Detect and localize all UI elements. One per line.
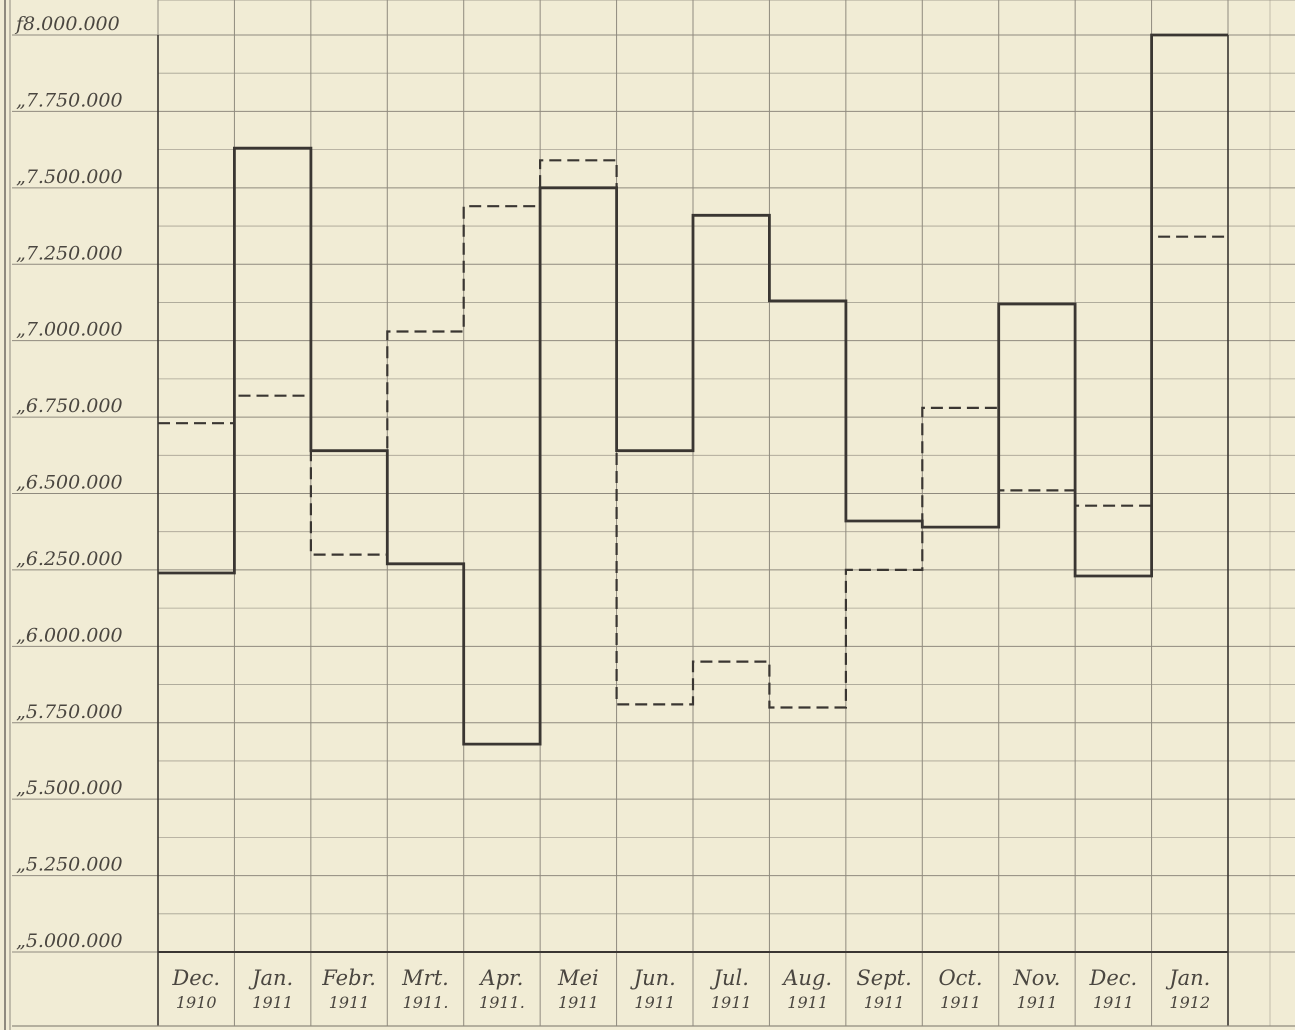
y-tick-label: „7.500.000 <box>16 166 123 188</box>
series-line-solid <box>158 33 1228 746</box>
x-tick-year: 1911 <box>711 993 752 1012</box>
x-tick-year: 1911 <box>634 993 675 1012</box>
x-tick-year: 1912 <box>1169 993 1210 1012</box>
x-tick-year: 1911. <box>479 993 525 1012</box>
x-tick-month: Oct. <box>938 966 982 990</box>
x-tick-month: Mrt. <box>401 966 449 990</box>
y-tick-label: „7.750.000 <box>16 89 123 111</box>
x-tick-month: Aug. <box>781 966 832 990</box>
y-tick-label: „5.500.000 <box>16 777 123 799</box>
x-tick-year: 1911 <box>252 993 293 1012</box>
x-tick-year: 1911 <box>329 993 370 1012</box>
chart-frame <box>4 0 1295 1030</box>
x-tick-year: 1911 <box>558 993 599 1012</box>
y-tick-label: „6.750.000 <box>16 395 123 417</box>
x-tick-month: Mei <box>557 966 599 990</box>
y-tick-label: „7.000.000 <box>16 319 123 341</box>
y-tick-label: „6.500.000 <box>16 472 123 494</box>
x-tick-year: 1911. <box>403 993 449 1012</box>
y-axis-ticks: f8.000.000 „7.750.000 „7.500.000 „7.250.000… <box>14 13 123 952</box>
series-line-dashed <box>158 159 1228 709</box>
x-tick-month: Jan. <box>1165 966 1210 990</box>
y-tick-label: „7.250.000 <box>16 242 123 264</box>
x-tick-month: Nov. <box>1012 966 1060 990</box>
x-tick-year: 1910 <box>176 993 217 1012</box>
x-tick-month: Dec. <box>1089 966 1138 990</box>
x-tick-year: 1911 <box>1093 993 1134 1012</box>
x-tick-year: 1911 <box>1017 993 1058 1012</box>
x-tick-month: Febr. <box>321 966 376 990</box>
y-tick-label: „5.250.000 <box>16 854 123 876</box>
y-tick-label: „5.750.000 <box>16 701 123 723</box>
y-tick-label: „6.250.000 <box>16 548 123 570</box>
x-tick-month: Jul. <box>710 966 749 990</box>
x-tick-month: Apr. <box>478 966 523 990</box>
x-tick-month: Dec. <box>171 966 220 990</box>
series-layer <box>158 33 1228 746</box>
x-tick-year: 1911 <box>864 993 905 1012</box>
x-axis-ticks: Dec. 1910 Jan. 1911 Febr. 1911 Mrt. 1911. Apr. 19… <box>171 966 1210 1012</box>
grid <box>12 0 1295 1026</box>
x-tick-month: Sept. <box>856 966 911 990</box>
x-tick-month: Jan. <box>248 966 293 990</box>
y-tick-label: „6.000.000 <box>16 624 123 646</box>
x-tick-year: 1911 <box>940 993 981 1012</box>
x-tick-year: 1911 <box>787 993 828 1012</box>
x-tick-month: Jun. <box>630 966 676 990</box>
y-tick-label: f8.000.000 <box>14 13 120 35</box>
y-tick-label: „5.000.000 <box>16 930 123 952</box>
